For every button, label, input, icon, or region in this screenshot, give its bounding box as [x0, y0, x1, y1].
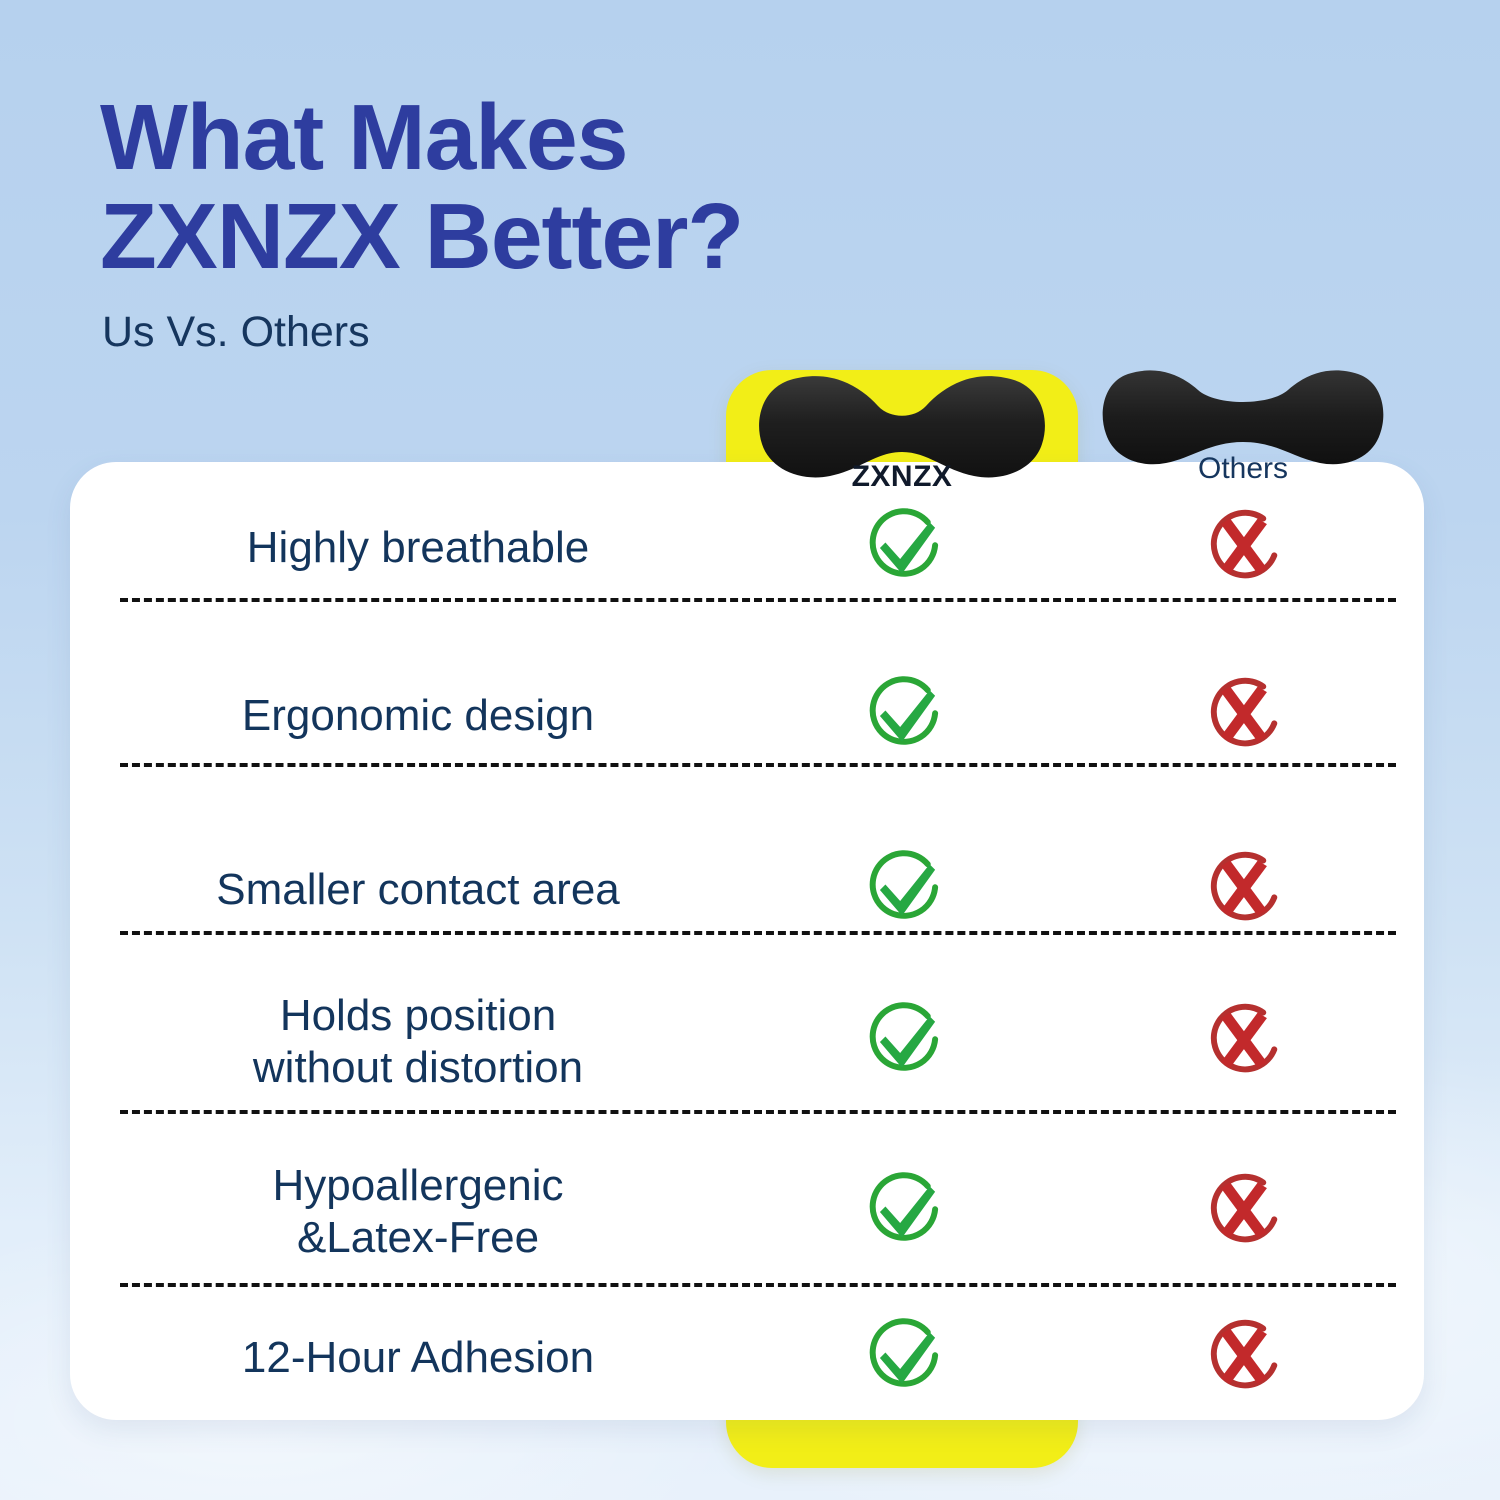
cell-us — [726, 996, 1078, 1088]
table-row: Smaller contact area — [70, 840, 1424, 940]
row-separator — [120, 598, 1396, 602]
row-separator — [120, 931, 1396, 935]
cell-others — [1078, 844, 1408, 936]
column-header-us: ZXNZX — [726, 372, 1078, 493]
product-patch-wide-icon — [1102, 370, 1384, 465]
green-check-circle-icon — [869, 1318, 939, 1387]
cell-others — [1078, 502, 1408, 594]
red-cross-circle-icon — [1210, 509, 1278, 579]
table-row: Ergonomic design — [70, 666, 1424, 766]
red-cross-circle-icon — [1210, 1003, 1278, 1073]
comparison-table-card — [70, 462, 1424, 1420]
red-cross-circle-icon — [1210, 677, 1278, 747]
feature-label: 12-Hour Adhesion — [241, 1333, 595, 1383]
feature-label: Holds position without distortion — [252, 991, 584, 1092]
table-row: 12-Hour Adhesion — [70, 1308, 1424, 1408]
feature-label: Smaller contact area — [216, 865, 620, 915]
column-label-us: ZXNZX — [851, 460, 953, 493]
table-row: Hypoallergenic &Latex-Free — [70, 1148, 1424, 1276]
product-patch-hourglass-icon — [759, 376, 1045, 478]
table-row: Holds position without distortion — [70, 978, 1424, 1106]
page-title: What Makes ZXNZX Better? — [100, 85, 744, 288]
green-check-circle-icon — [869, 508, 939, 577]
product-image-us — [726, 372, 1078, 482]
feature-label: Hypoallergenic &Latex-Free — [272, 1161, 564, 1262]
column-header-others: Others — [1078, 368, 1408, 485]
cell-others — [1078, 1312, 1408, 1404]
red-cross-circle-icon — [1210, 851, 1278, 921]
cell-others — [1078, 1166, 1408, 1258]
red-cross-circle-icon — [1210, 1319, 1278, 1389]
cell-others — [1078, 996, 1408, 1088]
cell-others — [1078, 670, 1408, 762]
green-check-circle-icon — [869, 676, 939, 745]
column-label-others: Others — [1197, 452, 1289, 485]
cell-us — [726, 670, 1078, 762]
table-row: Highly breathable — [70, 498, 1424, 598]
feature-label: Ergonomic design — [241, 691, 595, 741]
row-separator — [120, 1283, 1396, 1287]
product-image-others — [1078, 368, 1408, 468]
green-check-circle-icon — [869, 850, 939, 919]
cell-us — [726, 1312, 1078, 1404]
cell-us — [726, 502, 1078, 594]
cell-us — [726, 844, 1078, 936]
green-check-circle-icon — [869, 1172, 939, 1241]
row-separator — [120, 1110, 1396, 1114]
page-subtitle: Us Vs. Others — [102, 308, 370, 356]
red-cross-circle-icon — [1210, 1173, 1278, 1243]
cell-us — [726, 1166, 1078, 1258]
green-check-circle-icon — [869, 1002, 939, 1071]
feature-label: Highly breathable — [246, 523, 590, 573]
row-separator — [120, 763, 1396, 767]
